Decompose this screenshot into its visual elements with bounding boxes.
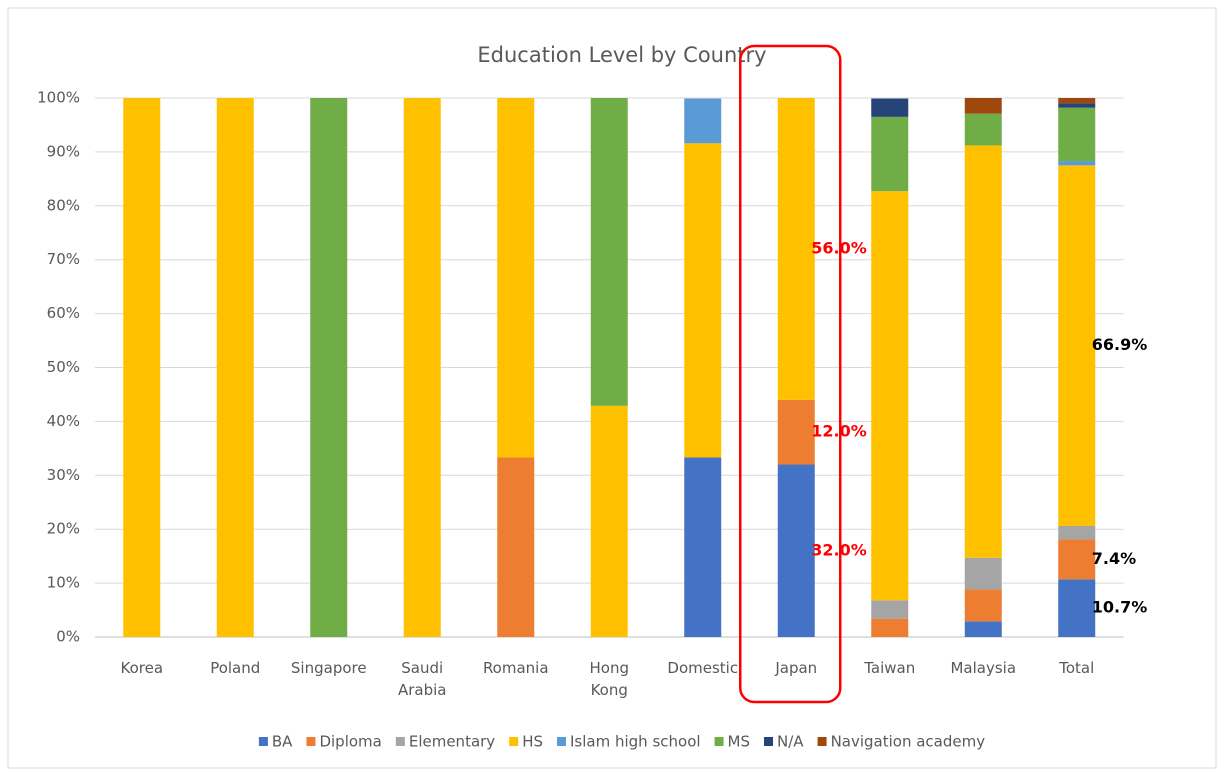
bar-segment [871, 600, 909, 619]
y-tick-label: 60% [47, 304, 80, 322]
y-tick-label: 70% [47, 250, 80, 268]
bar-segment [964, 113, 1002, 146]
bar-segment [777, 98, 815, 400]
bar-segment [1058, 107, 1096, 162]
x-tick-label: Japan [774, 659, 817, 677]
bar-segment [777, 464, 815, 637]
legend-item: N/A [764, 733, 804, 751]
x-tick-label: Saudi Arabia [398, 659, 447, 699]
bar-segment [497, 98, 535, 458]
bar-segment [1058, 161, 1096, 166]
bar-segment [684, 143, 722, 458]
y-tick-label: 80% [47, 196, 80, 214]
data-label: 66.9% [1092, 335, 1148, 354]
bar-segment [216, 98, 254, 637]
y-tick-label: 0% [56, 628, 80, 646]
legend-swatch [509, 737, 519, 746]
y-tick-label: 10% [47, 574, 80, 592]
bar-segment [964, 98, 1002, 114]
y-tick-label: 20% [47, 520, 80, 538]
bar-segment [1058, 98, 1096, 104]
bar-segment [871, 116, 909, 192]
legend-swatch [306, 737, 316, 746]
data-label: 10.7% [1092, 598, 1148, 617]
legend-label: N/A [777, 733, 804, 751]
x-tick-label: Poland [210, 659, 260, 677]
legend-item: Diploma [306, 733, 382, 751]
legend-swatch [557, 737, 566, 746]
bar-segment [123, 98, 161, 637]
bar-segment [1058, 579, 1096, 637]
data-label: 7.4% [1092, 549, 1136, 568]
bar-segment [590, 98, 628, 406]
bar-segment [964, 621, 1002, 637]
bar-segment [964, 589, 1002, 622]
y-tick-label: 90% [47, 142, 80, 160]
y-tick-label: 40% [47, 412, 80, 430]
legend-swatch [764, 737, 774, 746]
legend-label: Navigation academy [831, 733, 986, 751]
bar-segment [1058, 165, 1096, 526]
x-tick-label: Romania [483, 659, 549, 677]
legend-item: Islam high school [557, 733, 701, 751]
legend-label: BA [272, 733, 293, 751]
y-tick-label: 100% [37, 89, 80, 107]
legend-label: MS [728, 733, 750, 751]
x-tick-label: Hong Kong [590, 659, 630, 699]
x-tick-label: Malaysia [950, 659, 1016, 677]
y-tick-label: 30% [47, 466, 80, 484]
legend-item: Navigation academy [817, 733, 986, 751]
y-tick-label: 50% [47, 358, 80, 376]
legend-swatch [714, 737, 724, 746]
legend-swatch [258, 737, 268, 746]
x-tick-label: Korea [120, 659, 163, 677]
bar-segment [403, 98, 441, 637]
legend-item: BA [258, 733, 293, 751]
bar-segment [964, 557, 1002, 590]
bar-segment [590, 405, 628, 637]
legend-label: Diploma [319, 733, 381, 751]
bar-segment [871, 98, 909, 117]
bar-segment [684, 98, 722, 144]
legend-item: Elementary [395, 733, 495, 751]
legend-swatch [817, 737, 827, 746]
x-tick-label: Taiwan [863, 659, 915, 677]
bar-segment [1058, 539, 1096, 580]
bar-segment [777, 399, 815, 465]
chart-title: Education Level by Country [477, 43, 766, 67]
bar-segment [310, 98, 348, 637]
bar-segment [1058, 103, 1096, 108]
legend-swatch [395, 737, 405, 746]
legend-label: HS [522, 733, 543, 751]
bar-segment [964, 145, 1002, 558]
bar-segment [1058, 525, 1096, 540]
legend-label: Elementary [409, 733, 495, 751]
x-tick-label: Domestic [667, 659, 738, 677]
x-tick-label: Singapore [291, 659, 367, 677]
legend-item: MS [714, 733, 750, 751]
legend-item: HS [509, 733, 543, 751]
bar-segment [684, 457, 722, 637]
x-tick-label: Total [1058, 659, 1094, 677]
highlight-box [739, 44, 842, 704]
bar-segment [871, 618, 909, 637]
bar-segment [497, 457, 535, 637]
bar-segment [871, 191, 909, 601]
legend-label: Islam high school [570, 733, 701, 751]
